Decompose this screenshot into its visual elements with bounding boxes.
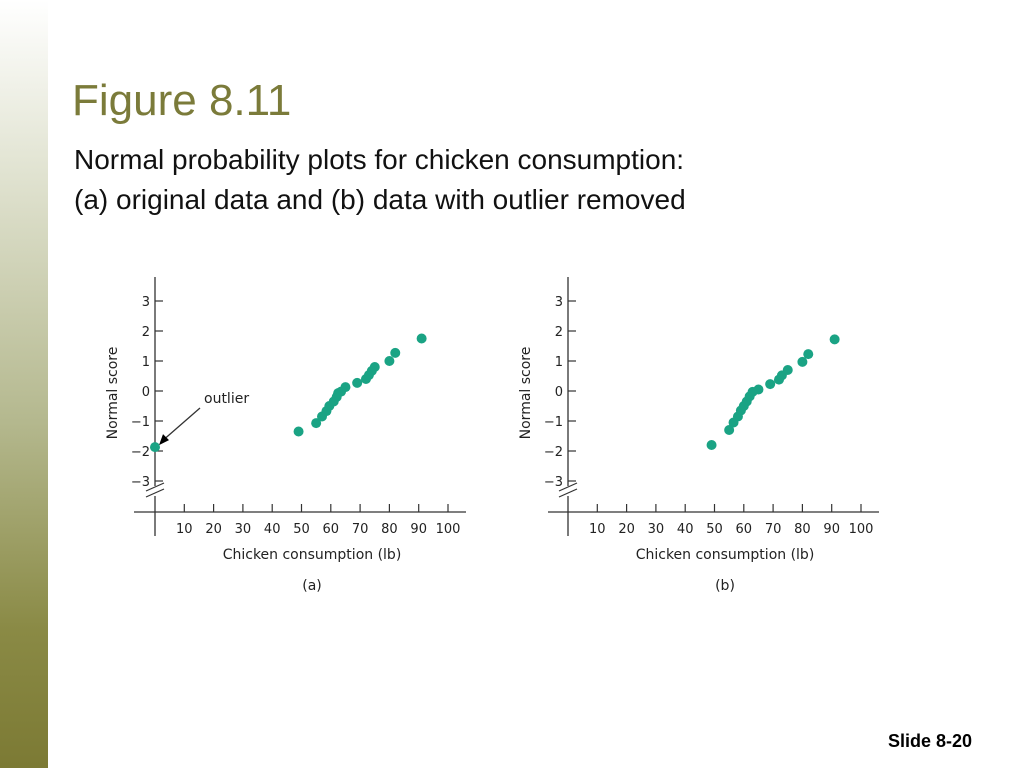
- data-point: [340, 382, 351, 393]
- slide-number: Slide 8-20: [887, 731, 972, 751]
- x-axis-title: Chicken consumption (lb): [223, 547, 402, 563]
- y-tick-label: −2: [544, 445, 563, 460]
- x-tick-label: 60: [323, 522, 340, 537]
- x-tick-label: 100: [849, 522, 874, 537]
- x-tick-label: 30: [235, 522, 252, 537]
- side-decoration-bar: [0, 0, 48, 768]
- data-point: [753, 384, 764, 395]
- axis-break-mark: [558, 488, 578, 498]
- x-tick-label: 60: [736, 522, 753, 537]
- axis-break-mark: [558, 482, 578, 492]
- y-tick-label: −1: [131, 415, 150, 430]
- data-point: [369, 362, 380, 372]
- data-point: [706, 440, 717, 450]
- axis-break-mark: [145, 488, 165, 498]
- outlier-annotation-label: outlier: [204, 391, 249, 407]
- data-point: [797, 356, 808, 367]
- x-tick-label: 80: [381, 522, 398, 537]
- y-tick-label: 0: [142, 385, 150, 400]
- x-tick-label: 20: [205, 522, 222, 537]
- y-tick-label: 2: [555, 325, 563, 340]
- y-tick-label: 0: [555, 385, 563, 400]
- data-point: [803, 349, 814, 360]
- y-tick-label: −3: [131, 475, 150, 490]
- y-axis-title: Normal score: [518, 347, 534, 440]
- data-point: [724, 425, 735, 435]
- data-point: [311, 418, 322, 429]
- subtitle-line-1: Normal probability plots for chicken con…: [74, 144, 685, 175]
- data-point: [765, 379, 776, 390]
- data-point: [416, 333, 427, 344]
- y-tick-label: 1: [555, 355, 563, 370]
- y-tick-label: 1: [142, 355, 150, 370]
- data-point: [829, 334, 840, 345]
- x-tick-label: 80: [794, 522, 811, 537]
- outlier-arrow-head: [159, 434, 169, 446]
- axis-break-mark: [145, 482, 165, 492]
- x-tick-label: 100: [436, 522, 461, 537]
- data-point: [390, 347, 401, 358]
- x-axis-title: Chicken consumption (lb): [636, 547, 815, 563]
- y-tick-label: 3: [555, 295, 563, 310]
- x-tick-label: 90: [823, 522, 840, 537]
- y-tick-label: −3: [544, 475, 563, 490]
- slide-subtitle: Normal probability plots for chicken con…: [74, 140, 686, 220]
- x-tick-label: 70: [765, 522, 782, 537]
- data-point: [293, 426, 304, 437]
- subtitle-line-2: (a) original data and (b) data with outl…: [74, 184, 686, 215]
- y-axis-title: Normal score: [105, 347, 121, 440]
- y-tick-label: −1: [544, 415, 563, 430]
- x-tick-label: 10: [589, 522, 606, 537]
- x-tick-label: 90: [410, 522, 427, 537]
- x-tick-label: 10: [176, 522, 193, 537]
- panel-label: (b): [715, 578, 735, 594]
- panel-label: (a): [302, 578, 322, 594]
- outlier-arrow-line: [161, 407, 201, 442]
- x-tick-label: 70: [352, 522, 369, 537]
- x-tick-label: 20: [618, 522, 635, 537]
- x-tick-label: 40: [677, 522, 694, 537]
- x-tick-label: 50: [706, 522, 723, 537]
- data-point: [782, 365, 793, 375]
- data-point: [384, 356, 395, 366]
- x-tick-label: 50: [293, 522, 310, 537]
- data-point: [150, 442, 160, 453]
- y-tick-label: 3: [142, 295, 150, 310]
- x-tick-label: 40: [264, 522, 281, 537]
- y-tick-label: −2: [131, 445, 150, 460]
- x-tick-label: 30: [648, 522, 665, 537]
- y-tick-label: 2: [142, 325, 150, 340]
- slide-title: Figure 8.11: [72, 76, 292, 125]
- data-point: [352, 377, 363, 388]
